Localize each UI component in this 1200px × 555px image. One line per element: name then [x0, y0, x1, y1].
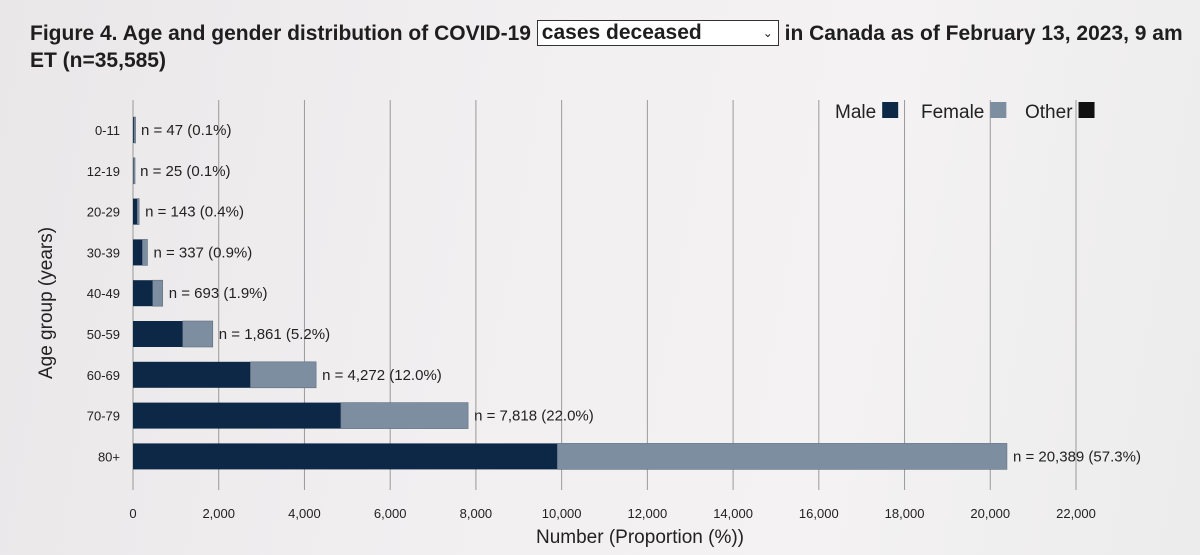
category-label: 20-29: [87, 205, 120, 220]
bar-segment-female: [557, 443, 1008, 470]
bar-segment-female: [142, 239, 148, 266]
x-axis-title: Number (Proportion (%)): [536, 527, 744, 548]
category-label: 0-11: [95, 123, 120, 138]
bar-segment-male: [133, 321, 183, 347]
bar-segment-female: [133, 157, 136, 185]
category-label: 12-19: [87, 164, 120, 179]
legend-swatch-other: [1078, 102, 1095, 118]
bar-segment-female: [340, 402, 469, 429]
x-tick-label: 20,000: [970, 506, 1010, 521]
category-label: 60-69: [87, 368, 120, 383]
bar-segment-female: [152, 279, 164, 307]
legend-swatch-female: [990, 102, 1007, 118]
legend: Male Female Other: [835, 102, 1095, 123]
category-label: 70-79: [87, 409, 120, 424]
data-label: n = 693 (1.9%): [169, 285, 268, 302]
x-tick-label: 0: [129, 506, 136, 521]
x-tick-label: 16,000: [799, 506, 839, 521]
bar-segment-female: [250, 361, 317, 389]
x-tick-labels: 0 2,000 4,000 6,000 8,000 10,000 12,000 14,000 1…: [129, 506, 1096, 521]
data-label: n = 143 (0.4%): [145, 204, 244, 221]
bar-segment-female: [133, 116, 136, 144]
bar-segment-male: [133, 117, 135, 143]
data-label: n = 4,272 (12.0%): [322, 367, 442, 384]
category-labels: 0-11 12-19 20-29 30-39 40-49 50-59 60-69 70-79 8…: [87, 123, 120, 464]
grid-lines: [132, 100, 1077, 490]
chart-title: Figure 4. Age and gender distribution of…: [30, 20, 1190, 74]
bar-segment-male: [133, 443, 558, 470]
x-tick-label: 12,000: [627, 506, 667, 521]
x-tick-label: 10,000: [542, 506, 582, 521]
legend-swatch-male: [882, 102, 899, 118]
chevron-down-icon: ⌄: [762, 26, 773, 40]
legend-label-other: Other: [1025, 102, 1073, 123]
data-label: n = 337 (0.9%): [153, 244, 252, 261]
x-tick-label: 22,000: [1056, 506, 1096, 521]
y-axis-title: Age group (years): [36, 227, 57, 379]
bar-segment-female: [136, 198, 140, 225]
bar-segment-female: [182, 320, 214, 348]
x-tick-label: 8,000: [460, 506, 493, 521]
category-label: 50-59: [87, 327, 120, 342]
data-label: n = 7,818 (22.0%): [474, 408, 594, 425]
x-tick-label: 6,000: [374, 506, 407, 521]
bar-segment-male: [133, 239, 143, 266]
bars-group: [133, 116, 1008, 470]
x-tick-label: 2,000: [202, 506, 235, 521]
x-tick-label: 18,000: [885, 506, 925, 521]
title-suffix: in Canada as of February 13, 2023, 9 am …: [30, 22, 1183, 72]
bar-segment-male: [133, 361, 251, 388]
bar-segment-male: [133, 198, 138, 225]
x-tick-label: 4,000: [288, 506, 321, 521]
data-label: n = 20,389 (57.3%): [1013, 448, 1141, 465]
category-label: 80+: [98, 449, 120, 464]
category-label: 30-39: [87, 245, 120, 260]
case-type-dropdown[interactable]: cases deceased ⌄: [536, 20, 779, 46]
legend-label-female: Female: [921, 102, 984, 123]
dropdown-selected-value: cases deceased: [541, 21, 702, 44]
data-label: n = 1,861 (5.2%): [219, 326, 330, 343]
bar-segment-male: [133, 402, 341, 429]
data-label: n = 47 (0.1%): [141, 122, 231, 139]
bar-segment-male: [133, 280, 153, 307]
data-label: n = 25 (0.1%): [140, 163, 230, 180]
title-prefix: Figure 4. Age and gender distribution of…: [30, 22, 531, 45]
category-label: 40-49: [87, 286, 120, 301]
data-labels: n = 47 (0.1%) n = 25 (0.1%) n = 143 (0.4%)…: [140, 122, 1141, 465]
x-tick-label: 14,000: [713, 506, 753, 521]
legend-label-male: Male: [835, 102, 876, 123]
